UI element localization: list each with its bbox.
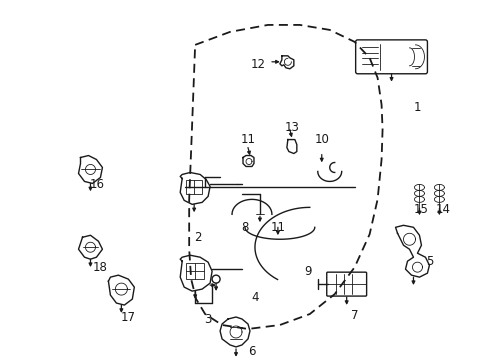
Bar — [186, 180, 202, 194]
Text: 2: 2 — [194, 231, 202, 244]
Text: 14: 14 — [435, 203, 450, 216]
Text: 17: 17 — [121, 311, 136, 324]
Text: 9: 9 — [304, 265, 311, 278]
Text: 8: 8 — [241, 221, 248, 234]
Text: 1: 1 — [413, 101, 420, 114]
Text: 13: 13 — [284, 121, 299, 134]
Text: 6: 6 — [248, 345, 255, 359]
Text: 3: 3 — [204, 312, 211, 325]
Text: 11: 11 — [270, 221, 285, 234]
Bar — [186, 263, 203, 279]
Text: 18: 18 — [93, 261, 108, 274]
Text: 16: 16 — [90, 178, 105, 191]
Text: 7: 7 — [350, 309, 358, 321]
Text: 12: 12 — [250, 58, 265, 71]
Text: 5: 5 — [425, 255, 432, 268]
Text: 10: 10 — [314, 133, 328, 146]
Text: 11: 11 — [240, 133, 255, 146]
Text: 4: 4 — [251, 291, 258, 303]
Text: 15: 15 — [413, 203, 428, 216]
